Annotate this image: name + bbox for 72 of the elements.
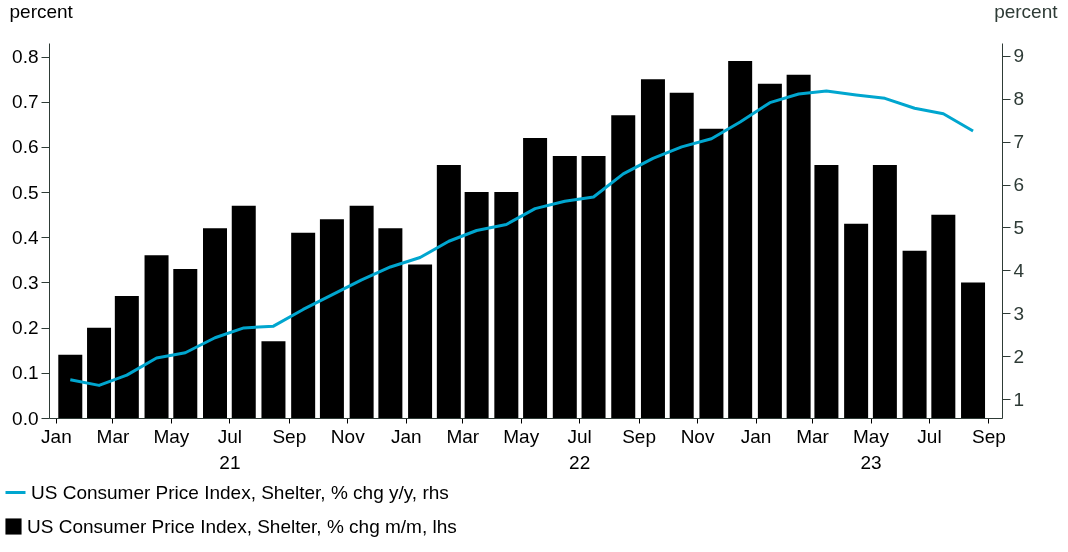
line-series <box>68 89 975 387</box>
bar <box>640 79 665 418</box>
x-tick-label: Jan <box>740 425 772 447</box>
x-tick-label: Sep <box>971 425 1006 447</box>
bar <box>291 232 316 418</box>
y2-tick-label: 5 <box>1013 217 1025 238</box>
bar <box>728 61 753 418</box>
y2-axis-title: percent <box>994 0 1059 22</box>
y-axis-title: percent <box>9 0 74 22</box>
y-tick-label: 0.7 <box>12 91 39 113</box>
bar <box>58 354 83 418</box>
bar <box>231 205 256 418</box>
y2-tick-label: 8 <box>1013 88 1025 110</box>
x-tick-label: Jul <box>917 425 942 447</box>
bar <box>349 205 374 418</box>
bar <box>144 255 169 418</box>
x-tick-label: Sep <box>622 425 656 447</box>
x-tick-label: Mar <box>96 425 130 447</box>
bar <box>844 223 869 418</box>
bar <box>464 192 489 418</box>
bar <box>114 296 139 418</box>
bar <box>581 155 606 418</box>
legend-label: US Consumer Price Index, Shelter, % chg y/y, rhs <box>31 481 449 503</box>
bar <box>669 92 694 418</box>
bar <box>757 83 782 418</box>
bar <box>611 115 636 418</box>
x-tick-label: Jul 21 <box>217 425 243 473</box>
bar <box>261 341 286 418</box>
bar <box>902 250 927 418</box>
bar <box>699 128 724 418</box>
y2-tick-label: 3 <box>1013 302 1025 324</box>
bar <box>203 228 227 418</box>
x-tick-label: Jan <box>390 425 422 447</box>
x-tick-label: Jul 22 <box>567 425 592 473</box>
y-tick-label: 0.8 <box>12 46 39 68</box>
y-tick-label: 0.4 <box>12 226 39 248</box>
x-tick-label: May 23 <box>853 425 890 473</box>
bar <box>814 164 839 418</box>
x-tick-label: Sep <box>272 425 307 447</box>
y2-tick-label: 4 <box>1013 259 1025 281</box>
y-tick-label: 0.0 <box>12 407 39 429</box>
x-tick-label: Mar <box>796 425 830 447</box>
bar <box>408 264 433 418</box>
x-tick-label: Mar <box>446 425 480 447</box>
x-tick-label: Nov <box>330 425 366 447</box>
legend-label: US Consumer Price Index, Shelter, % chg m/m, lhs <box>27 515 457 537</box>
bar <box>436 164 461 418</box>
bar <box>523 137 548 418</box>
y-tick-label: 0.2 <box>12 317 39 339</box>
bar <box>552 155 577 418</box>
bar <box>961 282 986 418</box>
y2-tick-label: 6 <box>1013 174 1025 196</box>
y2-tick-label: 7 <box>1013 131 1025 153</box>
y-tick-label: 0.3 <box>12 271 39 293</box>
x-tick-label: May <box>503 425 540 447</box>
bar <box>786 74 811 418</box>
bar <box>931 214 956 418</box>
bar <box>494 192 519 418</box>
bar <box>173 268 198 418</box>
bar <box>87 327 112 418</box>
x-tick-label: Nov <box>680 425 715 447</box>
y2-tick-label: 1 <box>1013 388 1025 410</box>
bar <box>319 219 344 418</box>
y-tick-label: 0.5 <box>12 181 39 203</box>
y-tick-label: 0.1 <box>12 362 39 384</box>
y2-tick-label: 2 <box>1013 345 1025 367</box>
y2-tick-label: 9 <box>1013 45 1025 67</box>
bar <box>378 228 403 418</box>
x-tick-label: Jan <box>41 425 72 447</box>
x-tick-label: May <box>153 425 190 447</box>
y-tick-label: 0.6 <box>12 136 39 158</box>
bar <box>872 164 897 418</box>
